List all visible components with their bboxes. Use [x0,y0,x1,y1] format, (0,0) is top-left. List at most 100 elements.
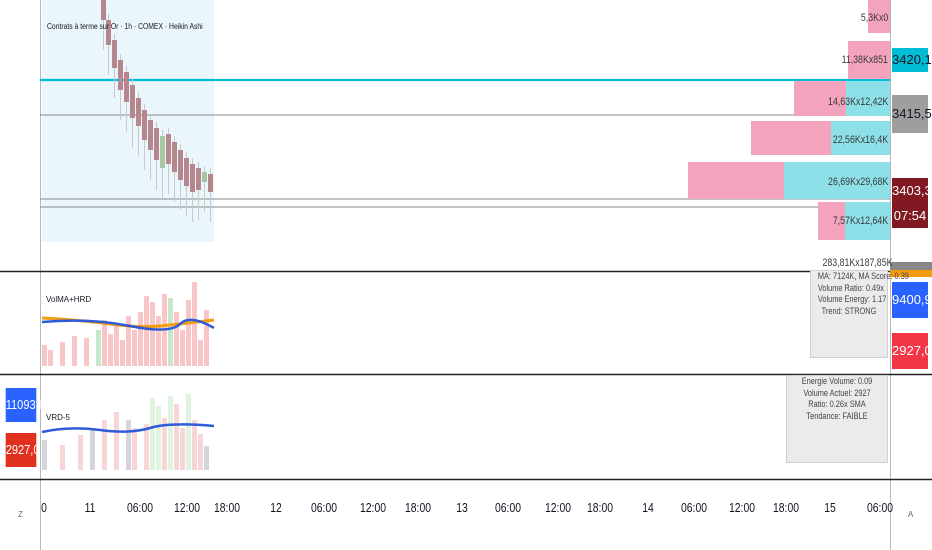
volume-bar [60,342,65,366]
indicator2-value-tag: 2927,0 [5,433,40,467]
volume-profile-sell-bar [688,162,784,199]
volume-bar [138,312,143,366]
volume-bar [48,350,53,366]
vrd-bar [180,428,185,470]
info-line: Ratio: 0.26x SMA [808,399,866,409]
axis-marker-grey [890,262,932,270]
candle-body [172,142,177,172]
indicator1-name[interactable]: VolMA+HRD [46,295,92,304]
info-line: Energie Volume: 0.09 [801,376,873,386]
info-line: Volume Actuel: 2927 [803,387,871,398]
time-axis-label: 18:00 [404,500,432,515]
volume-bar [168,298,173,366]
volume-profile-label: 11,38Kx851 [841,54,888,66]
time-axis-right-button[interactable]: A [908,510,914,519]
candle-body [118,60,123,90]
indicator2-name[interactable]: VRD-5 [46,413,71,422]
volume-bar [144,296,149,366]
candle-body [142,110,147,140]
time-axis-label: 15 [824,500,836,515]
volume-profile-buy-bar [846,81,890,116]
price-tag: 3420,1 [892,48,932,72]
vrd-bar [42,440,47,470]
time-axis-label: 06:00 [866,500,894,515]
vrd-bar [198,434,203,470]
volume-bar [96,330,101,366]
time-axis-label: 12:00 [359,500,387,515]
time-axis-label: 18:00 [213,500,241,515]
vrd-bar [174,404,179,470]
candle-body [190,164,195,192]
candle-body [101,0,106,20]
volume-profile-label: 7,57Kx12,64K [832,215,888,227]
vrd-bar [132,428,137,470]
volume-bar [108,334,113,366]
time-axis-label: 0 [41,500,47,515]
price-tag: 3403,3 [892,178,932,204]
indicator2-value-tag: 11093,6 [5,388,45,422]
volume-profile-label: 283,81Kx187,85K [822,257,892,269]
price-tag: 9400,9 [892,282,932,318]
time-axis-label: 18:00 [586,500,614,515]
vrd-bar [114,412,119,470]
volume-profile-buy-bar [784,162,890,199]
volume-bar [186,300,191,366]
volume-bar [42,345,47,366]
time-axis-left-button[interactable]: Z [18,510,23,519]
candle-body [166,134,171,164]
chart-title: Contrats à terme sur Or · 1h · COMEX · H… [47,22,203,31]
vrd-line [41,423,215,434]
time-axis-label: 18:00 [772,500,800,515]
volume-bar [126,316,131,366]
volume-bar [120,340,125,366]
time-axis-label: 12 [270,500,282,515]
volume-bar [198,340,203,366]
volume-profile-sell-bar [751,121,831,155]
candle-body [154,128,159,160]
indicator1-info-box: MA: 7124K, MA Score: 0.39 Volume Ratio: 0… [810,270,909,358]
axis-marker-orange [890,270,932,277]
session-highlight [42,0,214,242]
time-axis-label: 12:00 [544,500,572,515]
ma-line-blue [41,318,215,331]
time-axis-label: 12:00 [173,500,201,515]
volume-bar [150,302,155,366]
candle-body [136,98,141,126]
vrd-bar [90,428,95,470]
indicator2-info-box: Energie Volume: 0.09 Volume Actuel: 2927 R… [786,375,888,463]
vrd-bar [126,420,131,470]
info-line: Tendance: FAIBLE [806,410,868,421]
vrd-bar [150,398,155,470]
vrd-bar [60,445,65,470]
vrd-bar [186,394,191,470]
candle-body [112,40,117,68]
info-line: Volume Ratio: 0.49x [817,282,884,293]
volume-bar [174,312,179,366]
time-axis-label: 12:00 [728,500,756,515]
candle-body [106,20,111,45]
time-axis-label: 13 [456,500,468,515]
info-line: Volume Energy: 1.17 [817,294,887,304]
candle-body [196,168,201,190]
candle-body [208,174,213,192]
price-tag: 3415,5 [892,95,932,133]
candle-body [184,158,189,186]
candle-body [130,85,135,118]
volume-profile-sell-bar [848,41,890,79]
volume-profile-label: 22,56Kx16,4K [832,134,888,146]
volume-bar [84,338,89,366]
time-axis-label: 11 [84,500,96,515]
volume-bar [192,282,197,366]
candle-body [202,172,207,182]
volume-profile-sell-bar [794,81,846,116]
volume-profile-buy-bar [831,121,890,155]
volume-bar [72,336,77,366]
volume-profile-label: 5,3Kx0 [860,12,888,24]
time-axis-label: 06:00 [680,500,708,515]
time-axis-label: 14 [642,500,654,515]
vrd-bar [168,396,173,470]
vrd-bar [156,406,161,470]
vrd-bar [78,435,83,470]
